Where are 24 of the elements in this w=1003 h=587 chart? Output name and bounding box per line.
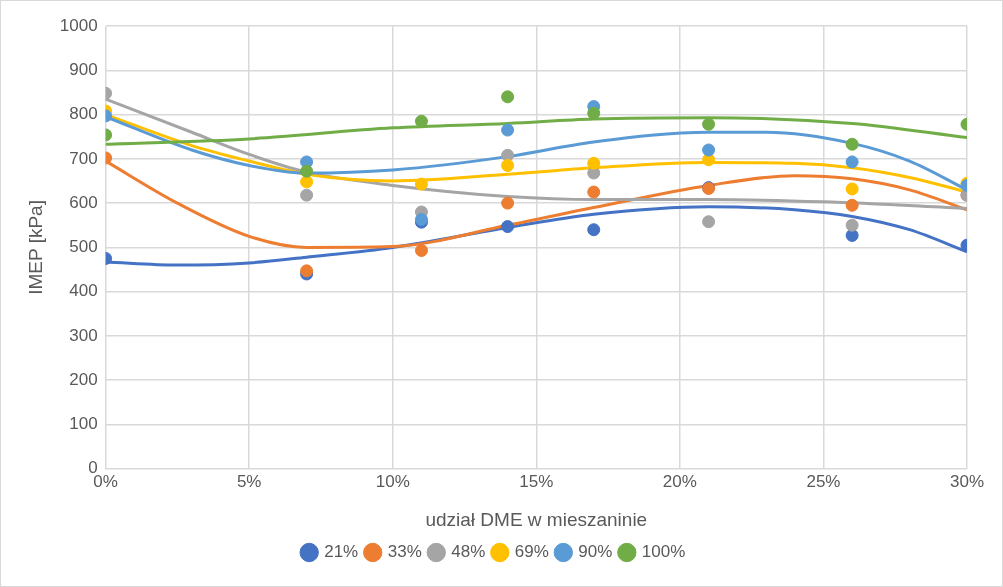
x-tick-label: 15% <box>519 471 554 491</box>
legend-label: 48% <box>451 542 486 562</box>
legend-label: 33% <box>387 542 422 562</box>
legend-label: 69% <box>514 542 549 562</box>
legend-label: 100% <box>641 542 686 562</box>
y-tick-label: 200 <box>69 369 98 389</box>
x-axis-title: udział DME w mieszaninie <box>425 508 648 530</box>
x-tick-label: 10% <box>375 471 410 491</box>
y-tick-label: 400 <box>69 281 98 301</box>
y-tick-label: 600 <box>69 192 98 212</box>
y-tick-label: 800 <box>69 104 98 124</box>
x-tick-label: 30% <box>949 471 985 491</box>
legend-label: 21% <box>324 542 359 562</box>
x-tick-label: 25% <box>806 471 841 491</box>
y-tick-label: 900 <box>69 59 98 79</box>
y-tick-label: 100 <box>69 414 98 434</box>
y-tick-label: 1000 <box>59 15 98 35</box>
y-axis-title: IMEP [kPa] <box>24 200 46 295</box>
x-tick-label: 5% <box>236 471 262 491</box>
x-tick-label: 20% <box>662 471 697 491</box>
y-tick-label: 500 <box>69 237 98 257</box>
y-tick-label: 300 <box>69 325 98 345</box>
legend-label: 90% <box>578 542 613 562</box>
y-tick-label: 700 <box>69 148 98 168</box>
